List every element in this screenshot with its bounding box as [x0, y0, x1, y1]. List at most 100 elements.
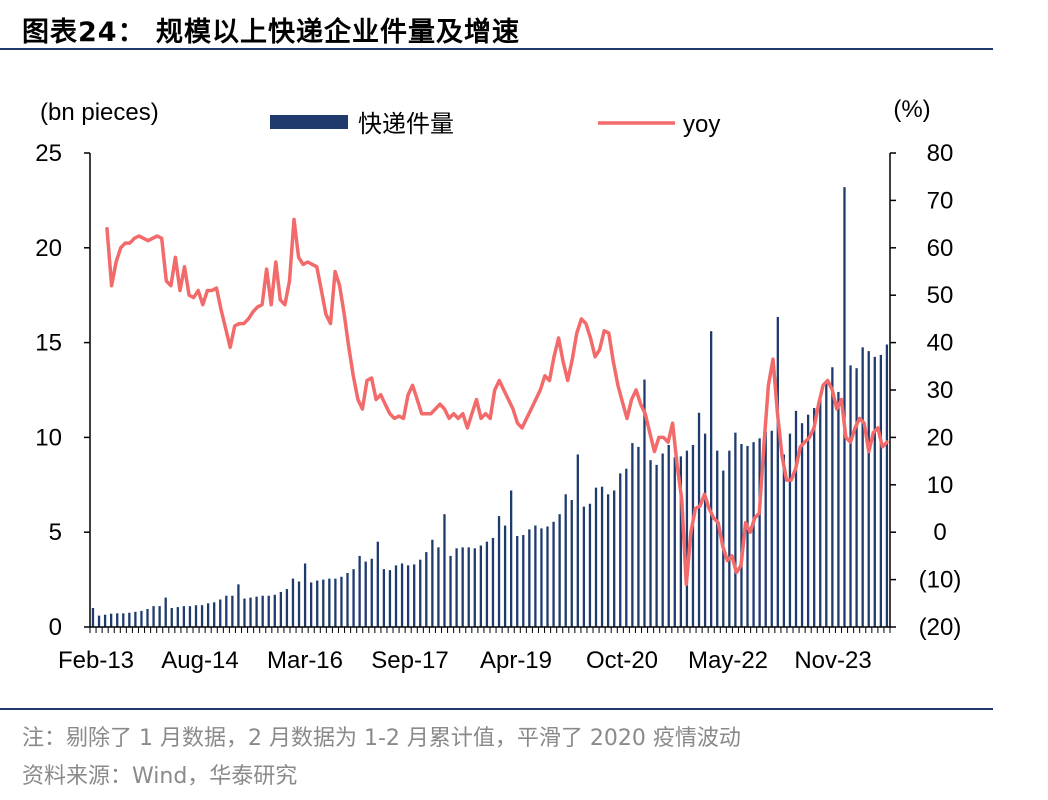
bar	[667, 444, 670, 627]
bar	[740, 444, 743, 627]
bar	[588, 503, 592, 627]
bar	[334, 578, 337, 627]
bar	[758, 438, 761, 627]
bar	[873, 356, 876, 627]
bar	[885, 344, 889, 627]
bar	[358, 555, 361, 627]
bar	[522, 535, 525, 627]
bar	[419, 559, 422, 627]
bar	[431, 539, 434, 627]
bar	[316, 580, 319, 627]
legend-bar-label: 快递件量	[358, 110, 454, 138]
bar	[382, 569, 386, 627]
bar	[825, 383, 828, 627]
bar	[364, 561, 367, 627]
left-tick-label: 5	[49, 519, 62, 546]
bar	[285, 589, 289, 627]
bar	[655, 464, 658, 627]
bar	[128, 612, 131, 627]
bar	[782, 454, 786, 627]
bar	[770, 430, 773, 627]
bar	[661, 453, 664, 627]
bar	[564, 494, 567, 627]
bar	[219, 599, 222, 627]
bar	[394, 565, 398, 627]
bar	[619, 473, 622, 627]
footnote-source: 资料来源：Wind，华泰研究	[22, 764, 298, 789]
bar	[297, 581, 301, 627]
right-axis-label: (%)	[893, 96, 930, 123]
bar	[485, 541, 489, 627]
bar	[267, 595, 270, 627]
bar	[376, 541, 379, 627]
bar	[843, 187, 846, 627]
bar	[867, 351, 870, 627]
right-tick-label: 30	[927, 377, 954, 404]
bar	[473, 548, 476, 627]
bar	[188, 606, 192, 627]
bar	[576, 454, 579, 627]
bar	[606, 494, 610, 627]
bar	[255, 596, 258, 627]
bar	[273, 594, 276, 627]
axes	[84, 152, 896, 633]
bar	[516, 535, 519, 627]
bar	[710, 331, 713, 627]
bar	[170, 608, 173, 627]
left-axis-label: (bn pieces)	[40, 99, 159, 126]
bar	[806, 414, 810, 627]
bar	[703, 433, 707, 627]
bar	[346, 572, 349, 627]
bar	[134, 611, 137, 627]
bar	[310, 582, 313, 627]
bar-series	[91, 187, 889, 627]
bar	[158, 606, 161, 627]
bar	[800, 423, 804, 627]
bar	[437, 547, 440, 627]
bar	[625, 468, 628, 627]
bar	[206, 603, 210, 627]
x-tick-label: Mar-16	[267, 647, 343, 674]
bar	[582, 506, 586, 627]
left-tick-label: 10	[35, 424, 62, 451]
bar	[497, 516, 501, 627]
bar	[400, 563, 404, 627]
bar	[140, 610, 143, 627]
bar	[237, 584, 240, 627]
legend-bar-swatch	[270, 115, 348, 129]
bar	[91, 608, 95, 627]
bar	[594, 487, 598, 627]
bar	[534, 525, 537, 627]
bar	[552, 521, 555, 627]
bar	[225, 595, 228, 627]
bar	[861, 347, 864, 627]
left-tick-label: 0	[49, 614, 62, 641]
right-tick-label: (20)	[919, 614, 962, 641]
bar	[194, 605, 198, 627]
bar	[406, 565, 410, 627]
legend: 快递件量 yoy	[270, 110, 720, 138]
bar	[788, 433, 792, 627]
bar	[637, 446, 640, 627]
x-tick-label: May-22	[688, 647, 768, 674]
bar	[776, 317, 779, 627]
bar	[600, 486, 604, 627]
bar	[322, 579, 325, 627]
bar	[122, 613, 125, 627]
x-tick-label: Apr-19	[480, 647, 552, 674]
bar	[613, 490, 616, 627]
bar	[449, 555, 452, 627]
bar	[213, 602, 216, 627]
bar	[243, 598, 246, 627]
bar	[673, 457, 676, 627]
bar	[370, 558, 373, 627]
bar	[649, 460, 652, 627]
bar	[467, 547, 470, 627]
bar	[491, 537, 495, 627]
bar	[249, 597, 252, 627]
x-tick-label: Sep-17	[371, 647, 448, 674]
bar	[716, 450, 719, 627]
bar	[831, 367, 834, 627]
figure-title: 图表24： 规模以上快递企业件量及增速	[22, 17, 520, 48]
x-tick-label: Nov-23	[794, 647, 871, 674]
